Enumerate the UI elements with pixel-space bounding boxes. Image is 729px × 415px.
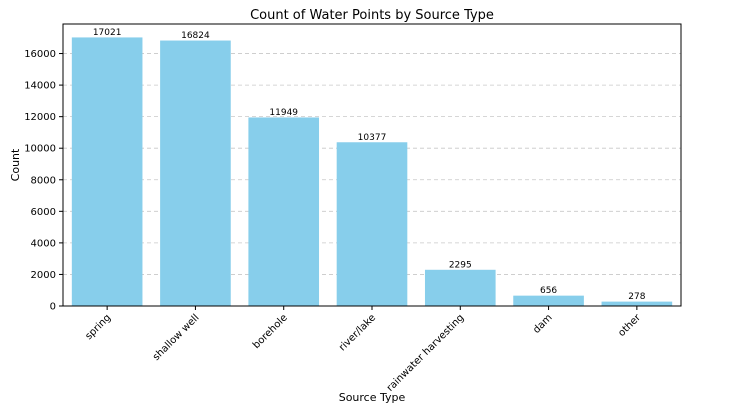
bars: 17021 16824 11949 10377 2295 656 278 (71, 28, 673, 307)
x-axis-label: Source Type (339, 391, 406, 404)
x-tick-label: rainwater harvesting (385, 312, 467, 394)
y-tick-label: 10000 (24, 144, 56, 155)
y-axis-label: Count (9, 148, 22, 181)
bar (601, 301, 673, 306)
y-tick-label: 16000 (24, 49, 56, 60)
x-tick-label: spring (83, 312, 113, 342)
bar-value-label: 10377 (358, 133, 387, 143)
bar-value-label: 16824 (181, 31, 210, 41)
bar (71, 37, 143, 306)
bar-value-label: 17021 (93, 28, 122, 38)
bar (160, 40, 231, 307)
x-tick-label: river/lake (337, 312, 378, 353)
bar (248, 117, 320, 307)
y-tick-label: 4000 (31, 238, 56, 249)
x-tick-label: other (616, 312, 643, 339)
bar (336, 142, 408, 306)
y-tick-label: 14000 (24, 81, 56, 92)
y-axis: 0 2000 4000 6000 8000 10000 12000 14000 16000 (24, 49, 63, 313)
x-tick-label: shallow well (151, 312, 202, 363)
bar (513, 295, 584, 306)
y-tick-label: 0 (50, 302, 56, 313)
chart-title: Count of Water Points by Source Type (250, 8, 494, 23)
y-tick-label: 2000 (31, 270, 56, 281)
y-tick-label: 12000 (24, 112, 56, 123)
y-tick-label: 6000 (31, 207, 56, 218)
x-tick-label: borehole (251, 312, 290, 351)
y-tick-label: 8000 (31, 175, 56, 186)
x-axis: spring shallow well borehole river/lake rain… (83, 306, 644, 394)
bar-value-label: 2295 (449, 260, 472, 270)
bar-value-label: 11949 (269, 108, 298, 118)
bar-value-label: 278 (628, 292, 645, 302)
bar-value-label: 656 (540, 286, 557, 296)
bar (424, 269, 496, 306)
x-tick-label: dam (531, 312, 554, 335)
